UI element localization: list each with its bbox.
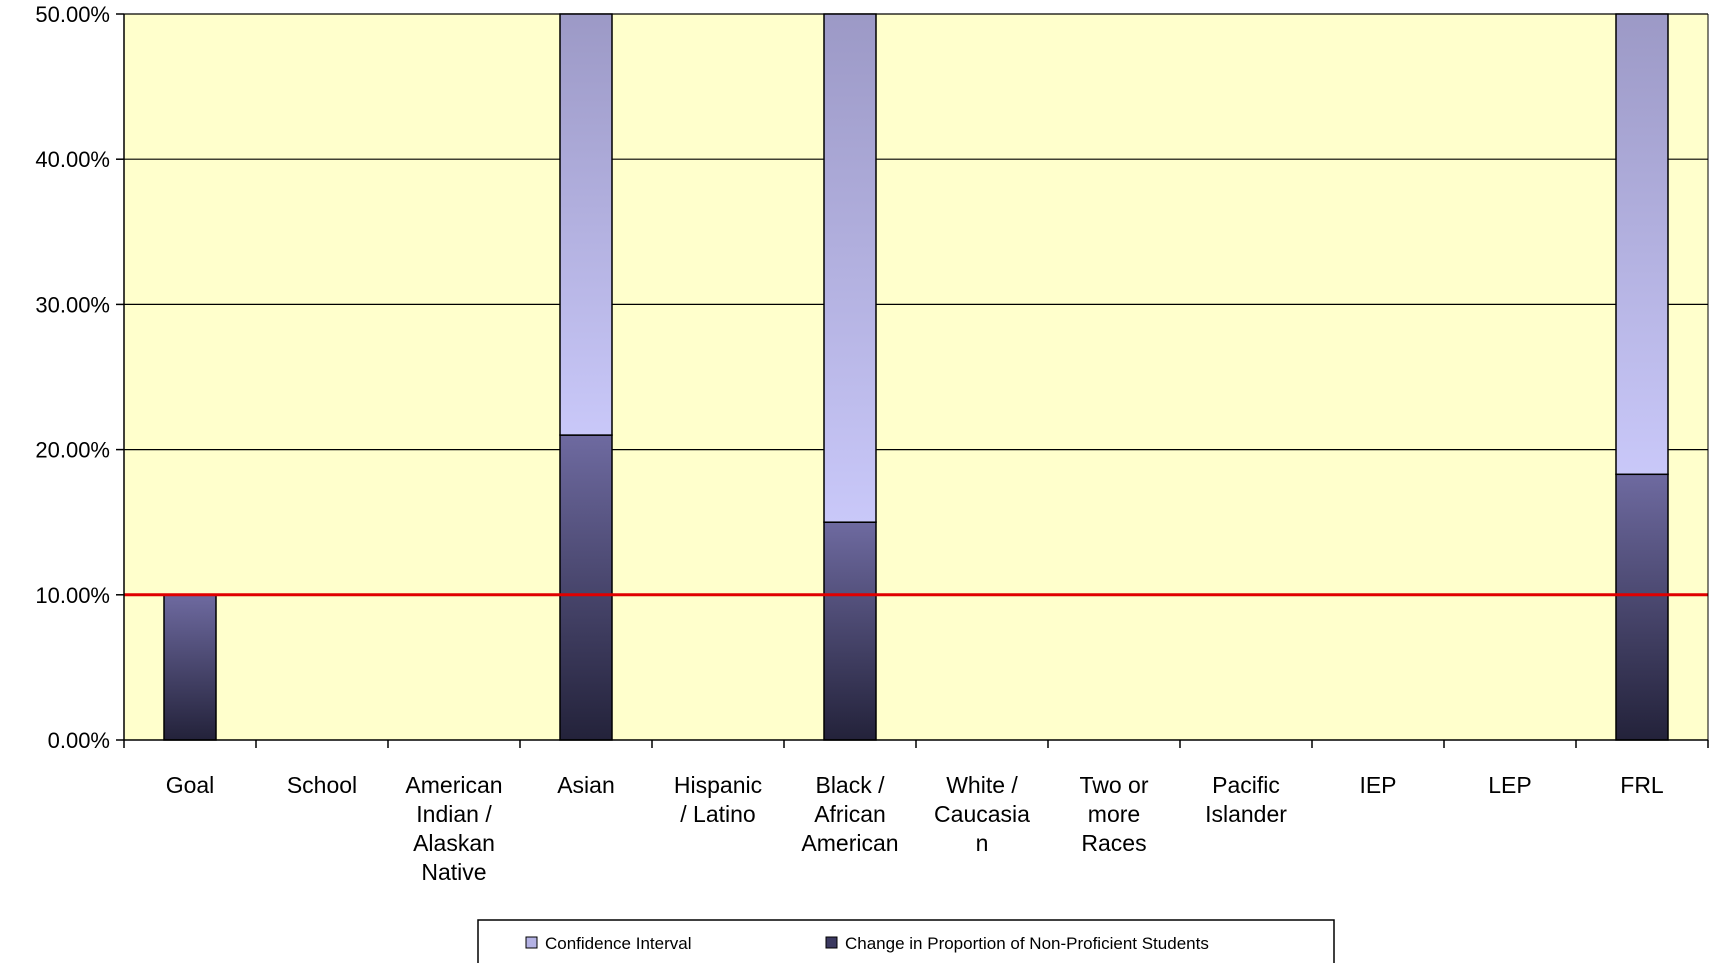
axes: [123, 14, 1709, 748]
bar-change-in-proportion: [163, 594, 217, 741]
legend-label: Confidence Interval: [545, 934, 691, 953]
y-tick-label: 0.00%: [48, 728, 110, 753]
bar-change-in-proportion: [1615, 473, 1669, 741]
plot-background: [124, 14, 1708, 740]
x-tick-label: LEP: [1488, 772, 1531, 798]
x-tick-label: School: [287, 772, 357, 798]
x-tick-label: Asian: [557, 772, 615, 798]
y-tick-label: 10.00%: [35, 583, 110, 608]
x-axis-labels: Goal School American Indian / Alaskan Native A…: [166, 772, 1664, 885]
x-tick-label: IEP: [1359, 772, 1396, 798]
x-tick-label: Goal: [166, 772, 215, 798]
legend-box: [477, 919, 1335, 963]
y-tick-label: 50.00%: [35, 2, 110, 27]
y-tick-label: 30.00%: [35, 292, 110, 317]
bars: [163, 13, 1669, 741]
x-tick-label: Two or more Races: [1079, 772, 1148, 856]
legend-swatch: [825, 936, 838, 949]
legend: Confidence Interval Change in Proportion …: [477, 919, 1335, 963]
bar-change-in-proportion: [559, 434, 613, 741]
bar-confidence-interval: [559, 13, 613, 436]
legend-label: Change in Proportion of Non-Proficient S…: [845, 934, 1209, 953]
legend-swatch: [525, 936, 538, 949]
bar-confidence-interval: [823, 13, 877, 523]
y-tick-label: 40.00%: [35, 147, 110, 172]
x-tick-label: Pacific Islander: [1205, 772, 1287, 827]
y-tick-label: 20.00%: [35, 438, 110, 463]
x-tick-label: FRL: [1620, 772, 1664, 798]
x-tick-label: American Indian / Alaskan Native: [405, 772, 502, 885]
bar-confidence-interval: [1615, 13, 1669, 476]
x-tick-label: Black / African American: [801, 772, 898, 856]
x-tick-label: White / Caucasia n: [934, 772, 1030, 856]
y-axis-ticks: 0.00% 10.00% 20.00% 30.00% 40.00% 50.00%: [35, 2, 124, 753]
bar-change-in-proportion: [823, 521, 877, 741]
x-tick-label: Hispanic / Latino: [674, 772, 762, 827]
